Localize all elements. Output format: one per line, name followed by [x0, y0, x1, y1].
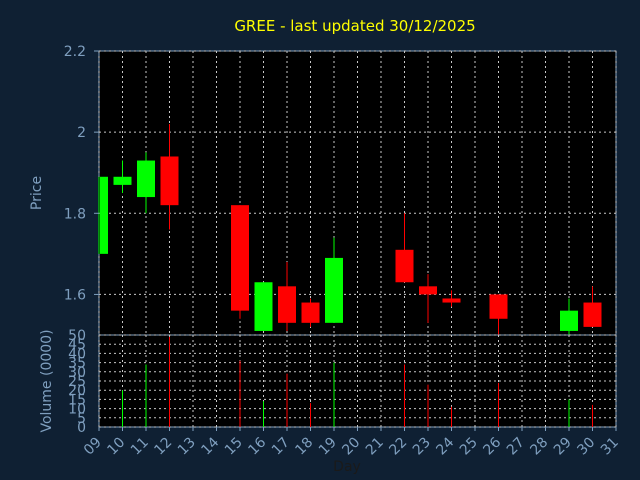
volume-y-tick-label: 25 — [68, 374, 86, 390]
volume-y-tick-label: 15 — [68, 392, 86, 408]
candle-body-up — [137, 160, 155, 198]
price-y-tick-label: 1.8 — [64, 206, 86, 222]
volume-bars — [122, 336, 593, 427]
volume-y-tick-label: 0 — [77, 420, 86, 436]
price-y-tick-label: 1.6 — [64, 287, 86, 303]
price-panel: 1.6 1.8 2 2.2 Price — [29, 44, 617, 336]
candle-body-down — [301, 302, 320, 323]
volume-y-tick-label: 20 — [68, 383, 86, 399]
price-y-tick-label: 2.2 — [64, 44, 86, 60]
candle-body-up — [254, 282, 273, 331]
volume-y-tick-label: 35 — [68, 356, 86, 372]
candle-body-down — [231, 205, 249, 311]
chart-title: GREE - last updated 30/12/2025 — [234, 17, 475, 35]
volume-y-tick-label: 40 — [68, 346, 86, 362]
price-candles — [98, 124, 602, 335]
price-y-tick-labels: 1.6 1.8 2 2.2 — [64, 44, 99, 303]
price-y-tick-label: 2 — [77, 125, 86, 141]
volume-y-tick-label: 50 — [68, 328, 86, 344]
volume-y-tick-label: 45 — [68, 337, 86, 353]
candle-body-up — [325, 257, 343, 323]
price-axis-label: Price — [29, 176, 45, 210]
candle-body-down — [395, 249, 414, 283]
candle-body-up — [560, 310, 578, 331]
volume-y-tick-label: 5 — [77, 411, 86, 427]
candle-body-up — [100, 176, 108, 254]
candle-body-down — [160, 156, 179, 206]
volume-y-tick-label: 30 — [68, 365, 86, 381]
volume-y-tick-label: 10 — [68, 402, 86, 418]
candle-body-down — [419, 286, 437, 295]
candle-body-down — [278, 286, 296, 323]
volume-axis-label: Volume (0000) — [39, 329, 55, 432]
x-axis-label: Day — [333, 459, 361, 475]
candle-body-down — [442, 298, 461, 303]
candle-body-down — [489, 294, 508, 319]
candle-body-down — [583, 302, 602, 327]
candle-body-up — [113, 176, 132, 185]
